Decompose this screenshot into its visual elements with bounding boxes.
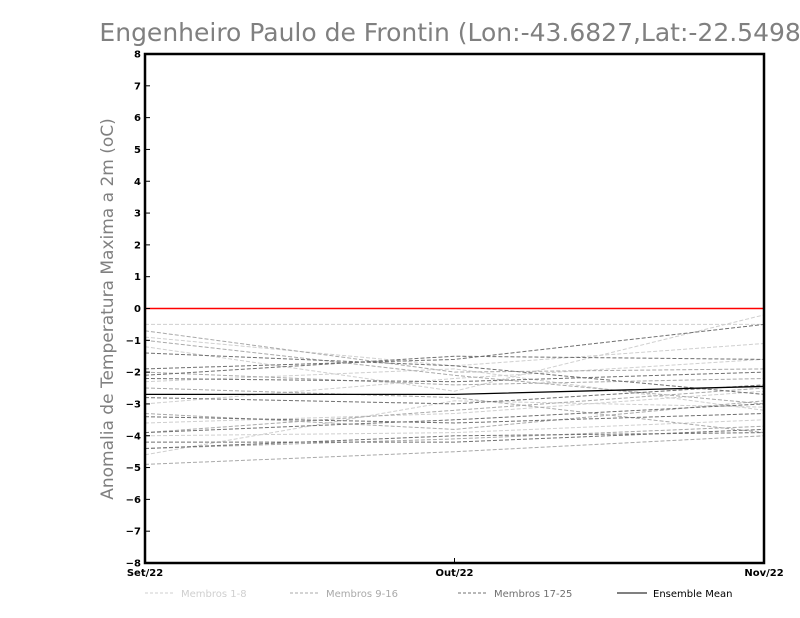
y-tick-label: −4 bbox=[126, 431, 141, 442]
member-series-line bbox=[144, 339, 765, 405]
member-series-line bbox=[144, 352, 765, 395]
y-tick-label: 0 bbox=[134, 304, 141, 315]
member-series-line bbox=[144, 358, 765, 405]
member-series-line bbox=[144, 368, 765, 411]
legend-label: Ensemble Mean bbox=[653, 589, 732, 600]
legend-label: Membros 1-8 bbox=[181, 589, 247, 600]
member-series-line bbox=[144, 413, 765, 424]
y-axis-label: Anomalia de Temperatura Maxima a 2m (oC) bbox=[98, 118, 118, 500]
member-series-line bbox=[144, 371, 765, 383]
x-tick-label: Out/22 bbox=[436, 568, 474, 579]
y-tick-label: −8 bbox=[126, 559, 141, 570]
member-series-line bbox=[144, 425, 765, 449]
legend-label: Membros 9-16 bbox=[326, 589, 398, 600]
y-tick-label: 8 bbox=[134, 50, 141, 61]
member-series-line bbox=[144, 371, 765, 386]
member-series-line bbox=[144, 419, 765, 437]
y-tick-label: 1 bbox=[134, 272, 141, 283]
plot-area: −8 −7 −6 −5 −4 −3 −2 −1 0 1 2 3 4 5 6 7 8 Set/22 Out/22 Nov… bbox=[126, 50, 784, 580]
chart-title: Engenheiro Paulo de Frontin (Lon:-43.682… bbox=[99, 18, 800, 47]
y-tick-label: −5 bbox=[126, 463, 141, 474]
y-tick-label: −1 bbox=[126, 336, 141, 347]
ensemble-mean-line bbox=[145, 385, 765, 396]
y-tick-label: −3 bbox=[126, 399, 141, 410]
member-series-line bbox=[144, 387, 765, 434]
y-tick-label: −7 bbox=[126, 527, 141, 538]
member-series-line bbox=[144, 323, 765, 370]
member-series-line bbox=[144, 336, 765, 367]
legend: Membros 1-8 Membros 9-16 Membros 17-25 Ense… bbox=[145, 589, 732, 600]
member-series-line bbox=[144, 355, 765, 376]
member-series-line bbox=[144, 330, 765, 373]
member-series-line bbox=[144, 403, 765, 434]
y-tick-label: −2 bbox=[126, 368, 141, 379]
member-series-line bbox=[144, 400, 765, 456]
member-series-line bbox=[144, 432, 765, 449]
member-series-line bbox=[144, 390, 765, 424]
y-tick-label: 3 bbox=[134, 209, 141, 220]
x-tick-label: Nov/22 bbox=[744, 568, 783, 579]
x-tick-label: Set/22 bbox=[127, 568, 163, 579]
legend-label: Membros 17-25 bbox=[494, 589, 572, 600]
member-series-line bbox=[144, 435, 765, 465]
y-tick-label: 6 bbox=[134, 113, 141, 124]
member-series-line bbox=[144, 384, 765, 405]
member-series-line bbox=[144, 314, 765, 392]
y-tick-label: 5 bbox=[134, 145, 141, 156]
y-tick-label: 7 bbox=[134, 81, 141, 92]
y-tick-label: 2 bbox=[134, 240, 141, 251]
y-tick-label: −6 bbox=[126, 495, 141, 506]
member-series-line bbox=[144, 387, 765, 434]
y-tick-label: 4 bbox=[134, 177, 141, 188]
